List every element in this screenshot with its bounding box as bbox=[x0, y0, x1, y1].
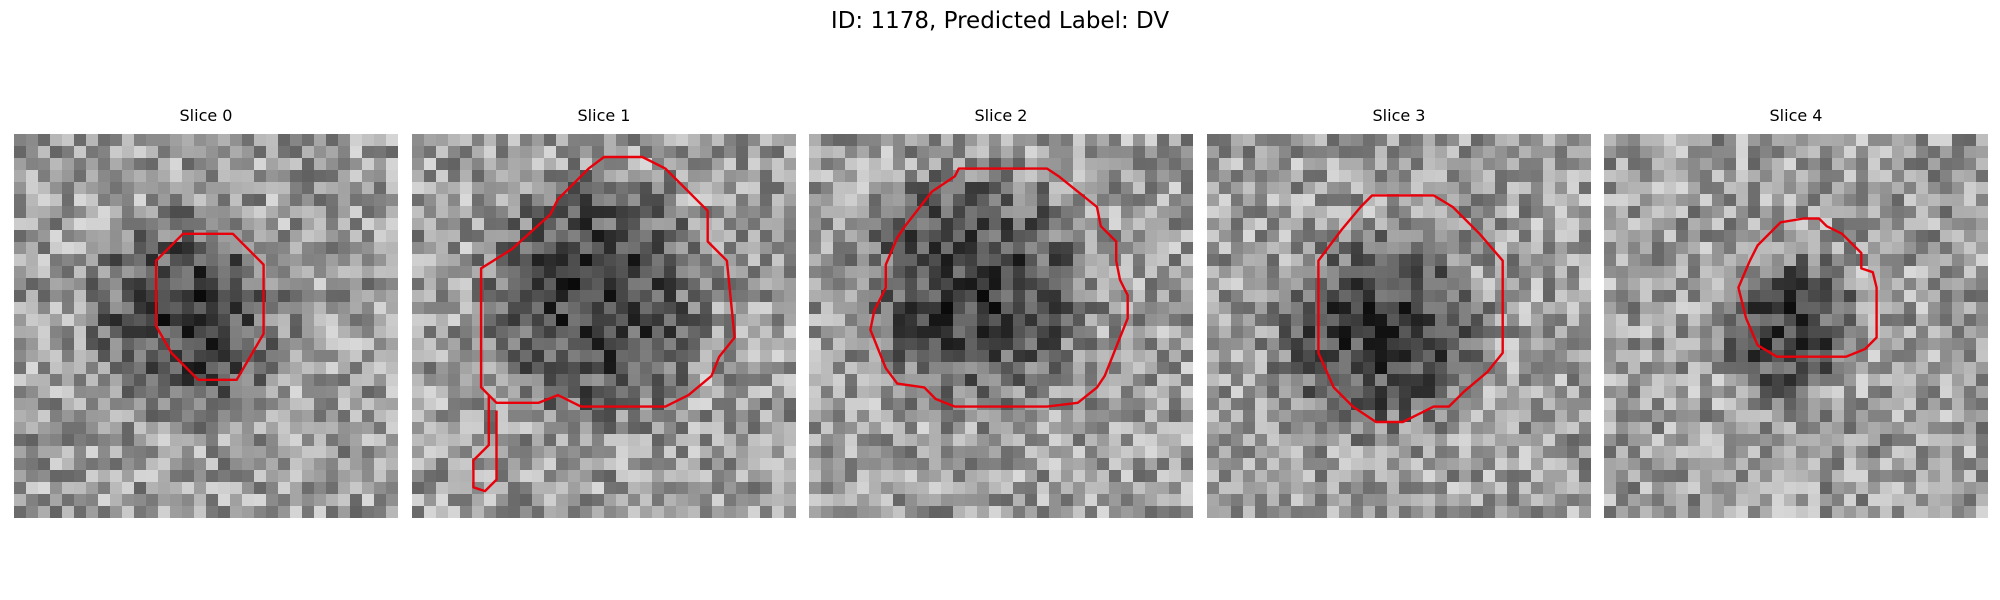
segmentation-contour bbox=[154, 232, 265, 381]
slice-title: Slice 0 bbox=[179, 106, 233, 125]
pixel-texture bbox=[809, 134, 1193, 518]
pixel-texture bbox=[14, 134, 398, 518]
slice-image bbox=[14, 134, 398, 518]
slice-title: Slice 1 bbox=[577, 106, 631, 125]
pixel-texture bbox=[1604, 134, 1988, 518]
segmentation-contour bbox=[1737, 217, 1878, 358]
figure-title: ID: 1178, Predicted Label: DV bbox=[830, 8, 1170, 34]
segmentation-contour bbox=[472, 155, 736, 493]
pixel-texture bbox=[1207, 134, 1591, 518]
slice-title: Slice 3 bbox=[1372, 106, 1426, 125]
pixel-texture bbox=[412, 134, 796, 518]
slice-image bbox=[809, 134, 1193, 518]
segmentation-contour bbox=[1317, 194, 1504, 424]
slice-image bbox=[412, 134, 796, 518]
slice-title: Slice 4 bbox=[1769, 106, 1823, 125]
slice-title: Slice 2 bbox=[974, 106, 1028, 125]
slice-image bbox=[1207, 134, 1591, 518]
slice-image bbox=[1604, 134, 1988, 518]
segmentation-contour bbox=[869, 167, 1129, 408]
